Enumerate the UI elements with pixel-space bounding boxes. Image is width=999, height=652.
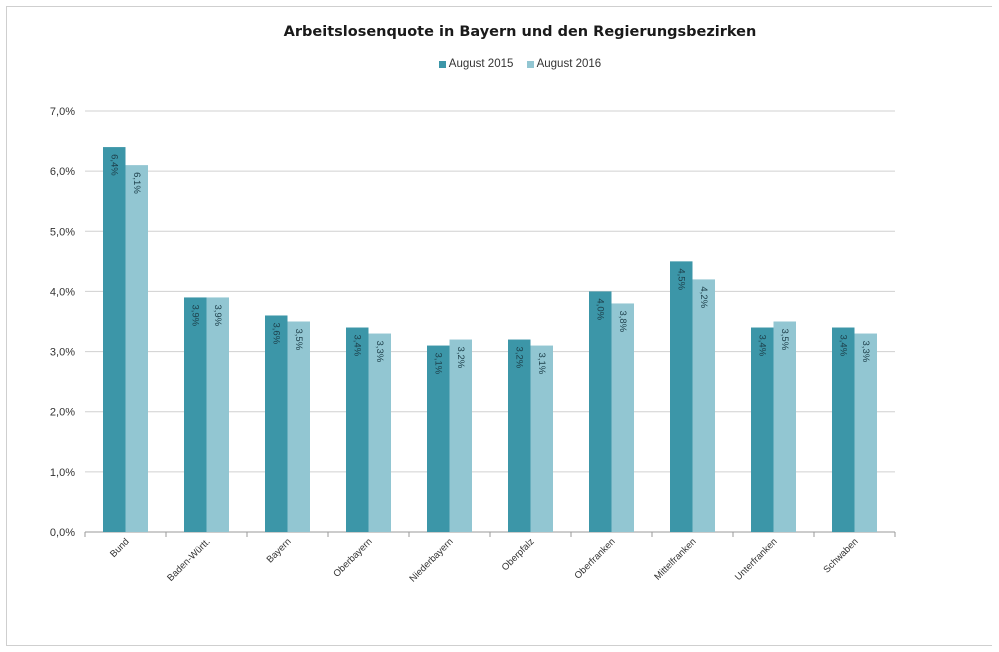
bar: [427, 345, 450, 532]
data-label: 3,6%: [270, 322, 281, 344]
data-label: 3,3%: [374, 341, 385, 363]
bar: [751, 327, 774, 532]
data-label: 4,0%: [594, 298, 605, 320]
bar: [854, 333, 877, 532]
data-label: 3,1%: [536, 353, 547, 375]
data-label: 3,9%: [189, 304, 200, 326]
bar: [346, 327, 369, 532]
data-label: 3,2%: [455, 347, 466, 369]
y-tick-label: 1,0%: [50, 467, 75, 479]
bar: [508, 339, 531, 532]
bar: [184, 297, 207, 532]
chart-title: Arbeitslosenquote in Bayern und den Regi…: [283, 24, 757, 40]
y-tick-label: 3,0%: [50, 347, 75, 359]
data-label: 3,3%: [860, 341, 871, 363]
bar: [103, 147, 126, 533]
y-tick-label: 0,0%: [50, 527, 75, 539]
x-category-label: Oberpfalz: [500, 536, 537, 573]
data-label: 3,2%: [513, 347, 524, 369]
y-tick-label: 5,0%: [50, 226, 75, 238]
data-label: 6,1%: [131, 172, 142, 194]
bar: [611, 303, 634, 532]
data-label: 3,4%: [837, 335, 848, 357]
x-category-label: Oberbayern: [331, 536, 374, 579]
bar: [692, 279, 715, 532]
legend-swatch-series-1: [438, 60, 446, 68]
bar: [287, 321, 310, 532]
bar: [449, 339, 472, 532]
data-label: 3,5%: [293, 329, 304, 351]
data-label: 3,5%: [779, 329, 790, 351]
y-tick-label: 2,0%: [50, 407, 75, 419]
legend-label-series-2: August 2016: [536, 58, 602, 70]
x-category-label: Unterfranken: [733, 536, 780, 583]
y-tick-label: 6,0%: [50, 166, 75, 178]
data-label: 3,4%: [756, 335, 767, 357]
bar: [125, 165, 148, 532]
legend-item-series-2: August 2016: [526, 58, 602, 70]
data-label: 4,2%: [698, 286, 709, 308]
bar: [670, 261, 693, 532]
y-tick-label: 7,0%: [50, 106, 75, 118]
x-category-label: Mittelfranken: [652, 536, 698, 582]
x-category-label: Baden-Württ.: [165, 536, 212, 583]
bar: [589, 291, 612, 532]
bar: [206, 297, 229, 532]
bar: [832, 327, 855, 532]
x-category-label: Bayern: [265, 536, 294, 565]
legend-item-series-1: August 2015: [438, 58, 514, 70]
y-tick-label: 4,0%: [50, 286, 75, 298]
chart-frame: [6, 6, 992, 646]
x-category-label: Oberfranken: [572, 536, 617, 581]
bar: [265, 315, 288, 532]
data-label: 4,5%: [675, 268, 686, 290]
x-category-label: Niederbayern: [408, 536, 456, 584]
x-category-label: Schwaben: [821, 536, 860, 575]
chart-legend: August 2015 August 2016: [0, 58, 999, 71]
data-label: 3,9%: [212, 304, 223, 326]
bar: [773, 321, 796, 532]
bar: [368, 333, 391, 532]
data-label: 3,1%: [432, 353, 443, 375]
bar: [530, 345, 553, 532]
x-category-label: Bund: [108, 536, 131, 559]
data-label: 6,4%: [108, 154, 119, 176]
data-label: 3,4%: [351, 335, 362, 357]
legend-swatch-series-2: [526, 60, 534, 68]
legend-label-series-1: August 2015: [448, 58, 514, 70]
data-label: 3,8%: [617, 310, 628, 332]
